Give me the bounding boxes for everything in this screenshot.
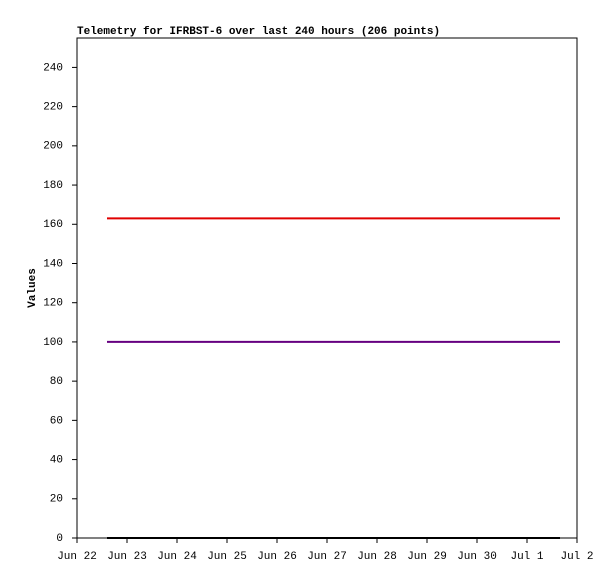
y-tick-label: 0 [56, 533, 63, 545]
y-tick-label: 100 [43, 337, 63, 349]
y-tick-label: 140 [43, 258, 63, 270]
y-tick-label: 180 [43, 180, 63, 192]
x-tick-label: Jul 2 [560, 551, 593, 563]
chart-title: Telemetry for IFRBST-6 over last 240 hou… [77, 26, 440, 38]
x-tick-label: Jun 24 [157, 551, 197, 563]
x-tick-label: Jun 30 [457, 551, 497, 563]
y-tick-label: 220 [43, 102, 63, 114]
y-tick-label: 60 [50, 415, 63, 427]
y-tick-label: 160 [43, 219, 63, 231]
y-tick-label: 200 [43, 141, 63, 153]
x-tick-label: Jun 29 [407, 551, 447, 563]
y-tick-label: 40 [50, 454, 63, 466]
y-axis-label: Values [27, 268, 39, 308]
x-tick-label: Jun 28 [357, 551, 397, 563]
x-tick-label: Jun 25 [207, 551, 247, 563]
y-tick-label: 80 [50, 376, 63, 388]
y-tick-label: 240 [43, 62, 63, 74]
x-tick-label: Jul 1 [510, 551, 543, 563]
x-tick-label: Jun 23 [107, 551, 147, 563]
y-tick-label: 120 [43, 298, 63, 310]
x-tick-label: Jun 22 [57, 551, 97, 563]
plot-frame [76, 37, 578, 539]
y-tick-label: 20 [50, 494, 63, 506]
x-tick-label: Jun 26 [257, 551, 297, 563]
x-tick-label: Jun 27 [307, 551, 347, 563]
